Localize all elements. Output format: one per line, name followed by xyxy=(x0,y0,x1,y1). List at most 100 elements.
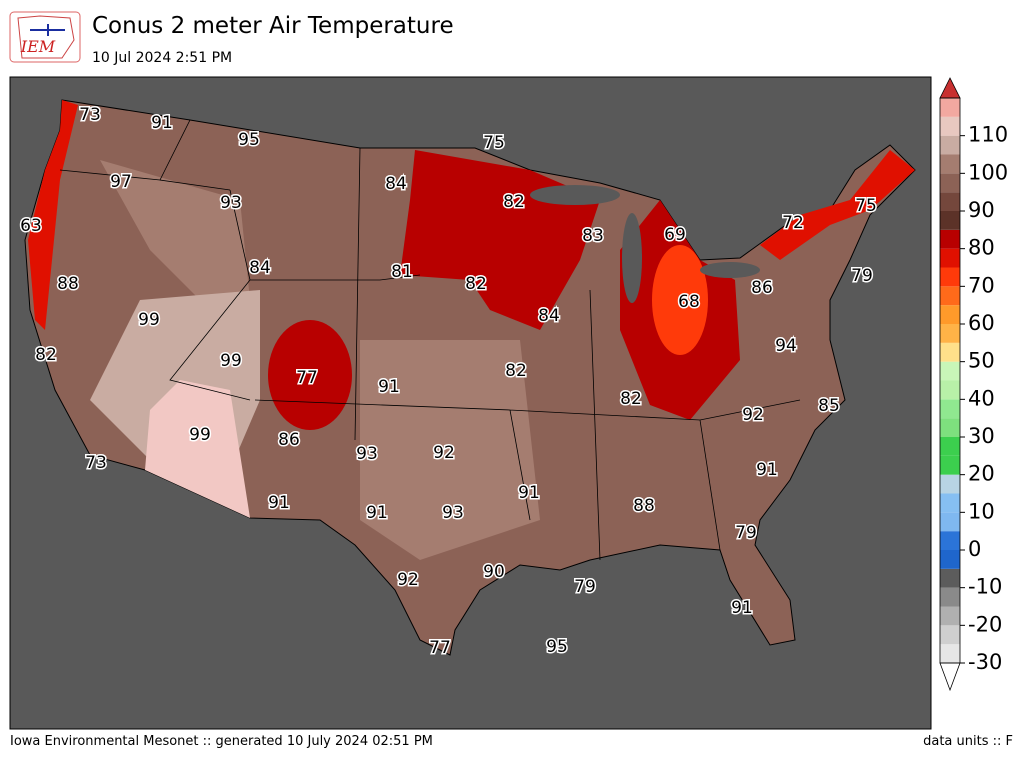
colorbar-tick-label: 80 xyxy=(968,236,995,260)
footer-units: data units :: F xyxy=(923,734,1013,749)
station-value: 84 xyxy=(385,174,407,194)
colorbar-tick-label: 110 xyxy=(968,123,1008,147)
colorbar-tick-label: -10 xyxy=(968,575,1002,599)
station-value: 91 xyxy=(731,598,753,618)
colorbar-bin xyxy=(940,286,960,306)
region-plains xyxy=(360,340,540,560)
map xyxy=(24,99,916,656)
station-value: 95 xyxy=(238,130,260,150)
colorbar-tick-label: 0 xyxy=(968,537,981,561)
station-value: 91 xyxy=(151,113,173,133)
colorbar: -30 -20 -10 0 10 20 30 40 50 60 70 80 90 100 110 xyxy=(939,77,1008,692)
colorbar-bin xyxy=(940,550,960,569)
station-value: 82 xyxy=(505,361,527,381)
colorbar-bin xyxy=(940,455,960,475)
colorbar-tick-label: -20 xyxy=(968,612,1002,636)
station-value: 86 xyxy=(278,430,300,450)
station-value: 82 xyxy=(465,274,487,294)
colorbar-bin xyxy=(940,305,960,324)
colorbar-bin xyxy=(940,625,960,645)
lake xyxy=(700,262,760,278)
station-value: 95 xyxy=(546,637,568,657)
station-value: 77 xyxy=(429,638,451,658)
station-value: 91 xyxy=(366,503,388,523)
logo-box xyxy=(9,11,81,63)
lake xyxy=(622,213,642,303)
station-value: 73 xyxy=(79,105,101,125)
station-value: 75 xyxy=(855,196,877,216)
subtitle: 10 Jul 2024 2:51 PM xyxy=(92,50,232,66)
region-northeast xyxy=(760,150,915,260)
colorbar-bin xyxy=(940,606,960,626)
station-value: 68 xyxy=(678,292,700,312)
colorbar-bin xyxy=(940,361,960,381)
colorbar-bin xyxy=(940,192,960,211)
station-value: 79 xyxy=(735,523,757,543)
colorbar-tick-label: 50 xyxy=(968,349,995,373)
colorbar-bin xyxy=(940,116,960,136)
station-value: 69 xyxy=(664,225,686,245)
station-value: 82 xyxy=(620,389,642,409)
region-hottest xyxy=(145,380,250,518)
colorbar-bin xyxy=(940,248,960,268)
colorbar-bin xyxy=(940,211,960,230)
station-value: 91 xyxy=(756,460,778,480)
colorbar-tick-label: 10 xyxy=(968,499,995,523)
colorbar-bin xyxy=(940,229,960,249)
colorbar-tick-label: 60 xyxy=(968,311,995,335)
station-value: 79 xyxy=(851,266,873,286)
station-value: 83 xyxy=(582,226,604,246)
colorbar-frame xyxy=(939,97,961,664)
station-value: 99 xyxy=(220,351,242,371)
colorbar-bin xyxy=(940,418,960,437)
logo-outline xyxy=(17,15,75,59)
station-value: 92 xyxy=(742,405,764,425)
station-value: 99 xyxy=(189,425,211,445)
station-value: 81 xyxy=(391,262,413,282)
station-value: 99 xyxy=(138,310,160,330)
station-value: 82 xyxy=(503,192,525,212)
colorbar-bin xyxy=(940,267,960,287)
station-value: 82 xyxy=(35,345,57,365)
region-warm xyxy=(100,160,250,300)
station-value: 63 xyxy=(20,216,42,236)
station-labels: 73 91 95 75 97 93 84 82 83 69 72 75 63 84 81 82 79 88 86 68… xyxy=(19,104,879,660)
station-value: 92 xyxy=(433,443,455,463)
colorbar-bin xyxy=(940,493,960,513)
region-colorado xyxy=(268,320,352,430)
colorbar-bin xyxy=(940,342,960,362)
station-value: 90 xyxy=(483,562,505,582)
station-value: 97 xyxy=(110,172,132,192)
station-value: 91 xyxy=(378,377,400,397)
station-value: 88 xyxy=(633,496,655,516)
colorbar-bin xyxy=(940,324,960,343)
station-value: 93 xyxy=(220,193,242,213)
colorbar-bin xyxy=(940,437,960,456)
colorbar-bin xyxy=(940,474,960,494)
station-value: 85 xyxy=(818,396,840,416)
colorbar-bin xyxy=(940,399,960,419)
station-value: 73 xyxy=(85,453,107,473)
station-value: 75 xyxy=(483,133,505,153)
footer-source: Iowa Environmental Mesonet :: generated … xyxy=(10,734,433,749)
colorbar-bin xyxy=(940,380,960,400)
state-lines xyxy=(59,119,801,561)
colorbar-bin xyxy=(940,531,960,550)
title: Conus 2 meter Air Temperature xyxy=(92,13,454,39)
colorbar-top xyxy=(939,77,961,99)
lake xyxy=(530,185,620,205)
colorbar-bottom xyxy=(939,662,961,692)
colorbar-tick-label: 90 xyxy=(968,198,995,222)
station-value: 91 xyxy=(518,483,540,503)
station-value: 94 xyxy=(775,336,797,356)
station-value: 88 xyxy=(57,274,79,294)
station-value: 91 xyxy=(268,493,290,513)
station-value: 93 xyxy=(442,503,464,523)
colorbar-tick-label: 40 xyxy=(968,386,995,410)
colorbar-tick-label: 20 xyxy=(968,462,995,486)
colorbar-tick-label: 70 xyxy=(968,273,995,297)
colorbar-bin xyxy=(940,644,960,663)
station-value: 86 xyxy=(751,278,773,298)
station-value: 77 xyxy=(296,368,318,388)
